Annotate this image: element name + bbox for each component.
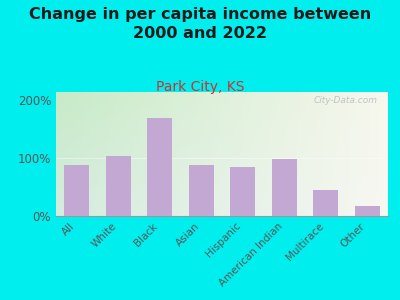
Bar	[313, 190, 338, 216]
Bar	[230, 167, 255, 216]
Bar	[106, 156, 131, 216]
Bar	[189, 165, 214, 216]
Text: Change in per capita income between
2000 and 2022: Change in per capita income between 2000…	[29, 8, 371, 41]
Text: City-Data.com: City-Data.com	[314, 97, 378, 106]
Bar	[272, 159, 297, 216]
Bar	[147, 118, 172, 216]
Text: Park City, KS: Park City, KS	[156, 80, 244, 94]
Bar	[64, 165, 89, 216]
Bar	[355, 206, 380, 216]
